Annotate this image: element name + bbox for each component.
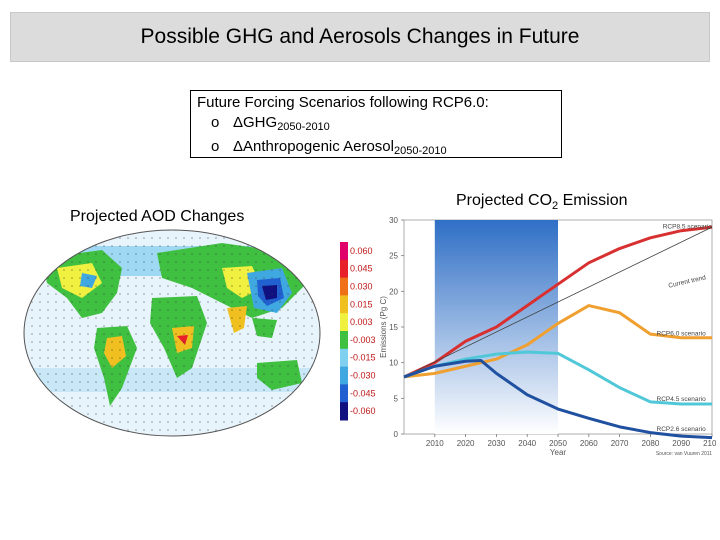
scenario-item-label: ΔGHG (233, 114, 278, 131)
x-tick-label: 2090 (672, 439, 690, 448)
source-note: Source: van Vuuren 2011 (656, 451, 712, 457)
co2-title-sub: 2 (552, 200, 559, 212)
x-axis-label: Year (550, 448, 567, 457)
bullet-glyph: o (211, 138, 220, 155)
series-line (403, 304, 712, 379)
y-tick-label: 25 (389, 252, 398, 261)
y-tick-label: 0 (394, 430, 399, 439)
series-label: RCP4.5 scenario (657, 396, 707, 403)
slide-title: Possible GHG and Aerosols Changes in Fut… (140, 25, 580, 48)
co2-title: Projected CO2 Emission (456, 192, 628, 212)
scenario-heading: Future Forcing Scenarios following RCP6.… (197, 94, 489, 111)
y-tick-label: 20 (389, 287, 398, 296)
scenario-item-sub: 2050-2010 (277, 121, 330, 133)
colorbar-cell (340, 259, 348, 279)
colorbar-cell (340, 313, 348, 332)
x-tick-label: 2050 (549, 439, 567, 448)
colorbar-cell (340, 348, 348, 368)
chart-axes: 0 5 10 15 20 25 30 2010 2020 2030 2040 2050 2060 2070… (379, 216, 716, 457)
series-label: RCP6.0 scenario (657, 331, 707, 338)
colorbar-tick-label: 0.045 (350, 264, 373, 274)
y-tick-label: 5 (394, 394, 399, 403)
colorbar-tick-label: 0.060 (350, 246, 373, 256)
y-tick-label: 30 (389, 216, 398, 225)
colorbar-cell (340, 295, 348, 314)
y-tick-label: 10 (389, 359, 398, 368)
scenario-box: Future Forcing Scenarios following RCP6.… (190, 90, 562, 158)
co2-title-end: Emission (558, 192, 628, 209)
series-line (403, 359, 713, 440)
bullet-glyph: o (211, 114, 220, 131)
x-tick-label: 2070 (611, 439, 629, 448)
co2-chart: 0 5 10 15 20 25 30 2010 2020 2030 2040 2050 2060 2070… (379, 216, 716, 457)
colorbar-cells (340, 242, 348, 421)
aod-title: Projected AOD Changes (70, 208, 245, 225)
series-line (403, 226, 713, 378)
colorbar-tick-label: 0.030 (350, 282, 373, 292)
scenario-item-aerosol: o ΔAnthropogenic Aerosol2050-2010 (197, 137, 555, 161)
x-tick-label: 2040 (518, 439, 536, 448)
colorbar-tick-label: 0.015 (350, 299, 373, 309)
colorbar-tick-label: -0.060 (350, 406, 376, 416)
y-tick-label: 15 (389, 323, 398, 332)
series-label: RCP8.5 scenario (663, 224, 713, 231)
title-bar: Possible GHG and Aerosols Changes in Fut… (10, 12, 710, 62)
x-tick-label: 2080 (642, 439, 660, 448)
x-tick-label: 2030 (488, 439, 506, 448)
scenario-item-ghg: o ΔGHG2050-2010 (197, 113, 555, 137)
colorbar-cell (340, 384, 348, 403)
scenario-item-sub: 2050-2010 (393, 145, 447, 157)
colorbar-cell (340, 331, 348, 350)
colorbar-cell (340, 242, 348, 261)
colorbar-tick-label: 0.003 (350, 317, 373, 327)
colorbar-tick-label: -0.003 (350, 335, 376, 345)
x-tick-label: 2060 (580, 439, 598, 448)
aod-map (23, 229, 321, 437)
scenario-item-label: ΔAnthropogenic Aerosol (233, 138, 394, 155)
x-tick-label: 2020 (457, 439, 475, 448)
colorbar-tick-label: -0.045 (350, 388, 376, 398)
colorbar-labels: 0.060 0.045 0.030 0.015 0.003 -0.003 -0.015 -0.… (350, 246, 376, 416)
colorbar-cell (340, 366, 348, 385)
y-axis-label: Emissions (Pg C) (379, 296, 388, 358)
x-tick-label: 2100 (703, 439, 716, 448)
series-label: RCP2.6 scenario (657, 426, 707, 433)
series-line (403, 225, 713, 379)
co2-title-main: Projected CO (456, 192, 553, 209)
colorbar-cell (340, 402, 348, 421)
x-tick-label: 2010 (426, 439, 444, 448)
map-field (24, 230, 320, 436)
colorbar-tick-label: -0.015 (350, 353, 376, 363)
colorbar: 0.060 0.045 0.030 0.015 0.003 -0.003 -0.015 -0.… (340, 242, 376, 421)
colorbar-cell (340, 277, 348, 296)
colorbar-tick-label: -0.030 (350, 371, 376, 381)
chart-series (403, 225, 713, 440)
